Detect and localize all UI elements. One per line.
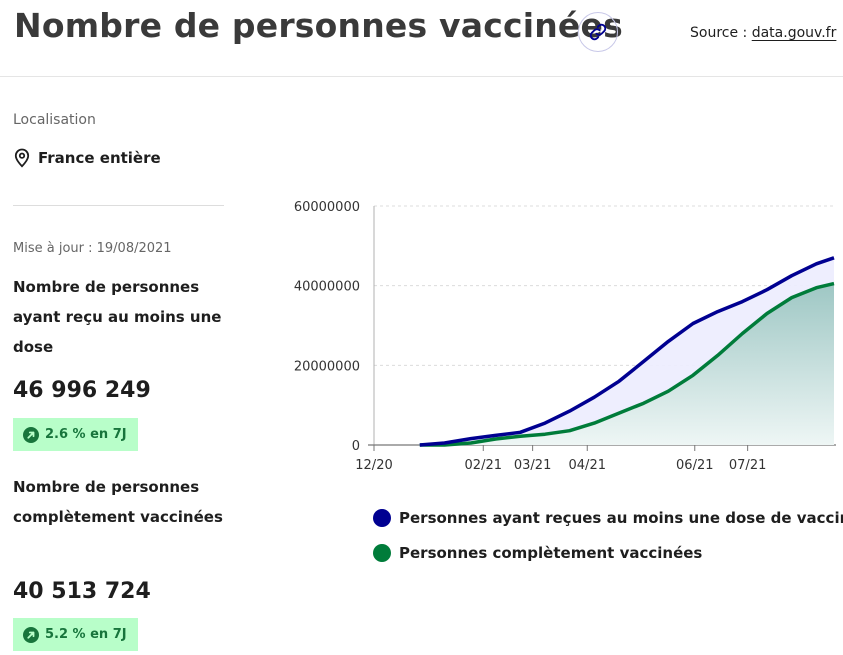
kpi-first-dose-trend: 2.6 % en 7J — [45, 427, 127, 442]
location-selector[interactable]: France entière — [13, 148, 161, 168]
x-tick-label: 04/21 — [569, 458, 606, 473]
y-tick-label: 60000000 — [294, 200, 360, 215]
legend-label-first-dose: Personnes ayant reçues au moins une dose… — [399, 508, 843, 527]
x-tick-label: 07/21 — [729, 458, 766, 473]
kpi-first-dose-label: Nombre de personnes ayant reçu au moins … — [13, 278, 222, 356]
page-title: Nombre de personnes vaccinées — [14, 6, 623, 45]
x-tick-label: 02/21 — [465, 458, 502, 473]
arrow-up-right-icon — [23, 426, 39, 443]
kpi-complete-value: 40 513 724 — [13, 579, 151, 604]
y-tick-label: 20000000 — [294, 359, 360, 374]
location-label: Localisation — [13, 112, 96, 128]
x-tick-label: 06/21 — [676, 458, 713, 473]
line-first-dose — [419, 256, 835, 447]
x-tick-label: 03/21 — [514, 458, 551, 473]
kpi-first-dose-value: 46 996 249 — [13, 378, 151, 403]
y-tick-label: 0 — [352, 439, 360, 454]
location-value: France entière — [38, 149, 161, 167]
source: Source : data.gouv.fr — [690, 25, 836, 41]
page-header: Nombre de personnes vaccinées Source : d… — [0, 0, 843, 77]
permalink-button[interactable] — [578, 12, 618, 52]
x-tick-label: 12/20 — [355, 458, 392, 473]
chart-legend: Personnes ayant reçues au moins une dose… — [373, 500, 843, 570]
legend-dot-first-dose — [373, 508, 391, 527]
source-label: Source : — [690, 25, 748, 41]
link-icon — [589, 23, 607, 41]
arrow-up-right-icon — [23, 626, 39, 643]
kpi-complete-trend-badge: 5.2 % en 7J — [13, 618, 138, 651]
legend-dot-complete — [373, 543, 391, 562]
legend-item-complete: Personnes complètement vaccinées — [373, 535, 843, 570]
update-date: Mise à jour : 19/08/2021 — [13, 241, 172, 256]
area-complete — [419, 283, 834, 445]
y-tick-label: 40000000 — [294, 280, 360, 295]
kpi-first-dose-trend-badge: 2.6 % en 7J — [13, 418, 138, 451]
legend-item-first-dose: Personnes ayant reçues au moins une dose… — [373, 500, 843, 535]
kpi-complete-trend: 5.2 % en 7J — [45, 627, 127, 642]
location-pin-icon — [14, 148, 30, 168]
kpi-complete-label: Nombre de personnes complètement vacciné… — [13, 478, 223, 526]
legend-label-complete: Personnes complètement vaccinées — [399, 543, 703, 562]
vaccination-chart: 0 20000000 40000000 60000000 12/20 02/21 03/21… — [294, 200, 836, 473]
source-link[interactable]: data.gouv.fr — [751, 25, 837, 41]
divider — [13, 205, 224, 206]
line-complete — [419, 281, 835, 447]
